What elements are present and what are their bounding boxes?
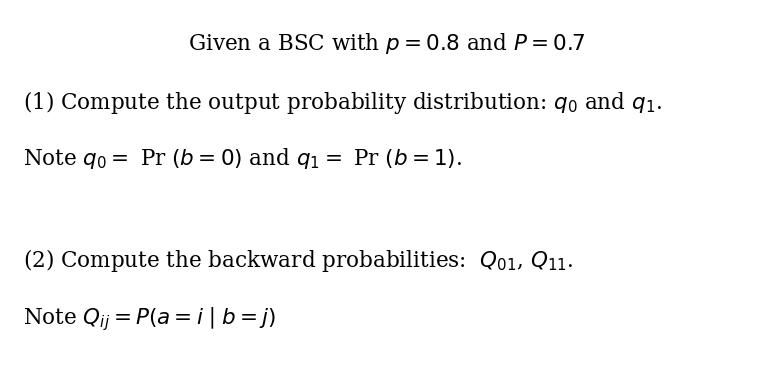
Text: (2) Compute the backward probabilities:  $Q_{01}$, $Q_{11}$.: (2) Compute the backward probabilities: … (23, 247, 574, 274)
Text: (1) Compute the output probability distribution: $q_0$ and $q_1$.: (1) Compute the output probability distr… (23, 89, 663, 116)
Text: Note $q_0 = $ Pr $(b = 0)$ and $q_1 = $ Pr $(b = 1)$.: Note $q_0 = $ Pr $(b = 0)$ and $q_1 = $ … (23, 146, 462, 171)
Text: Given a BSC with $p = 0.8$ and $P = 0.7$: Given a BSC with $p = 0.8$ and $P = 0.7$ (188, 31, 586, 56)
Text: Note $Q_{ij} = P(a = i \mid b = j)$: Note $Q_{ij} = P(a = i \mid b = j)$ (23, 306, 276, 333)
